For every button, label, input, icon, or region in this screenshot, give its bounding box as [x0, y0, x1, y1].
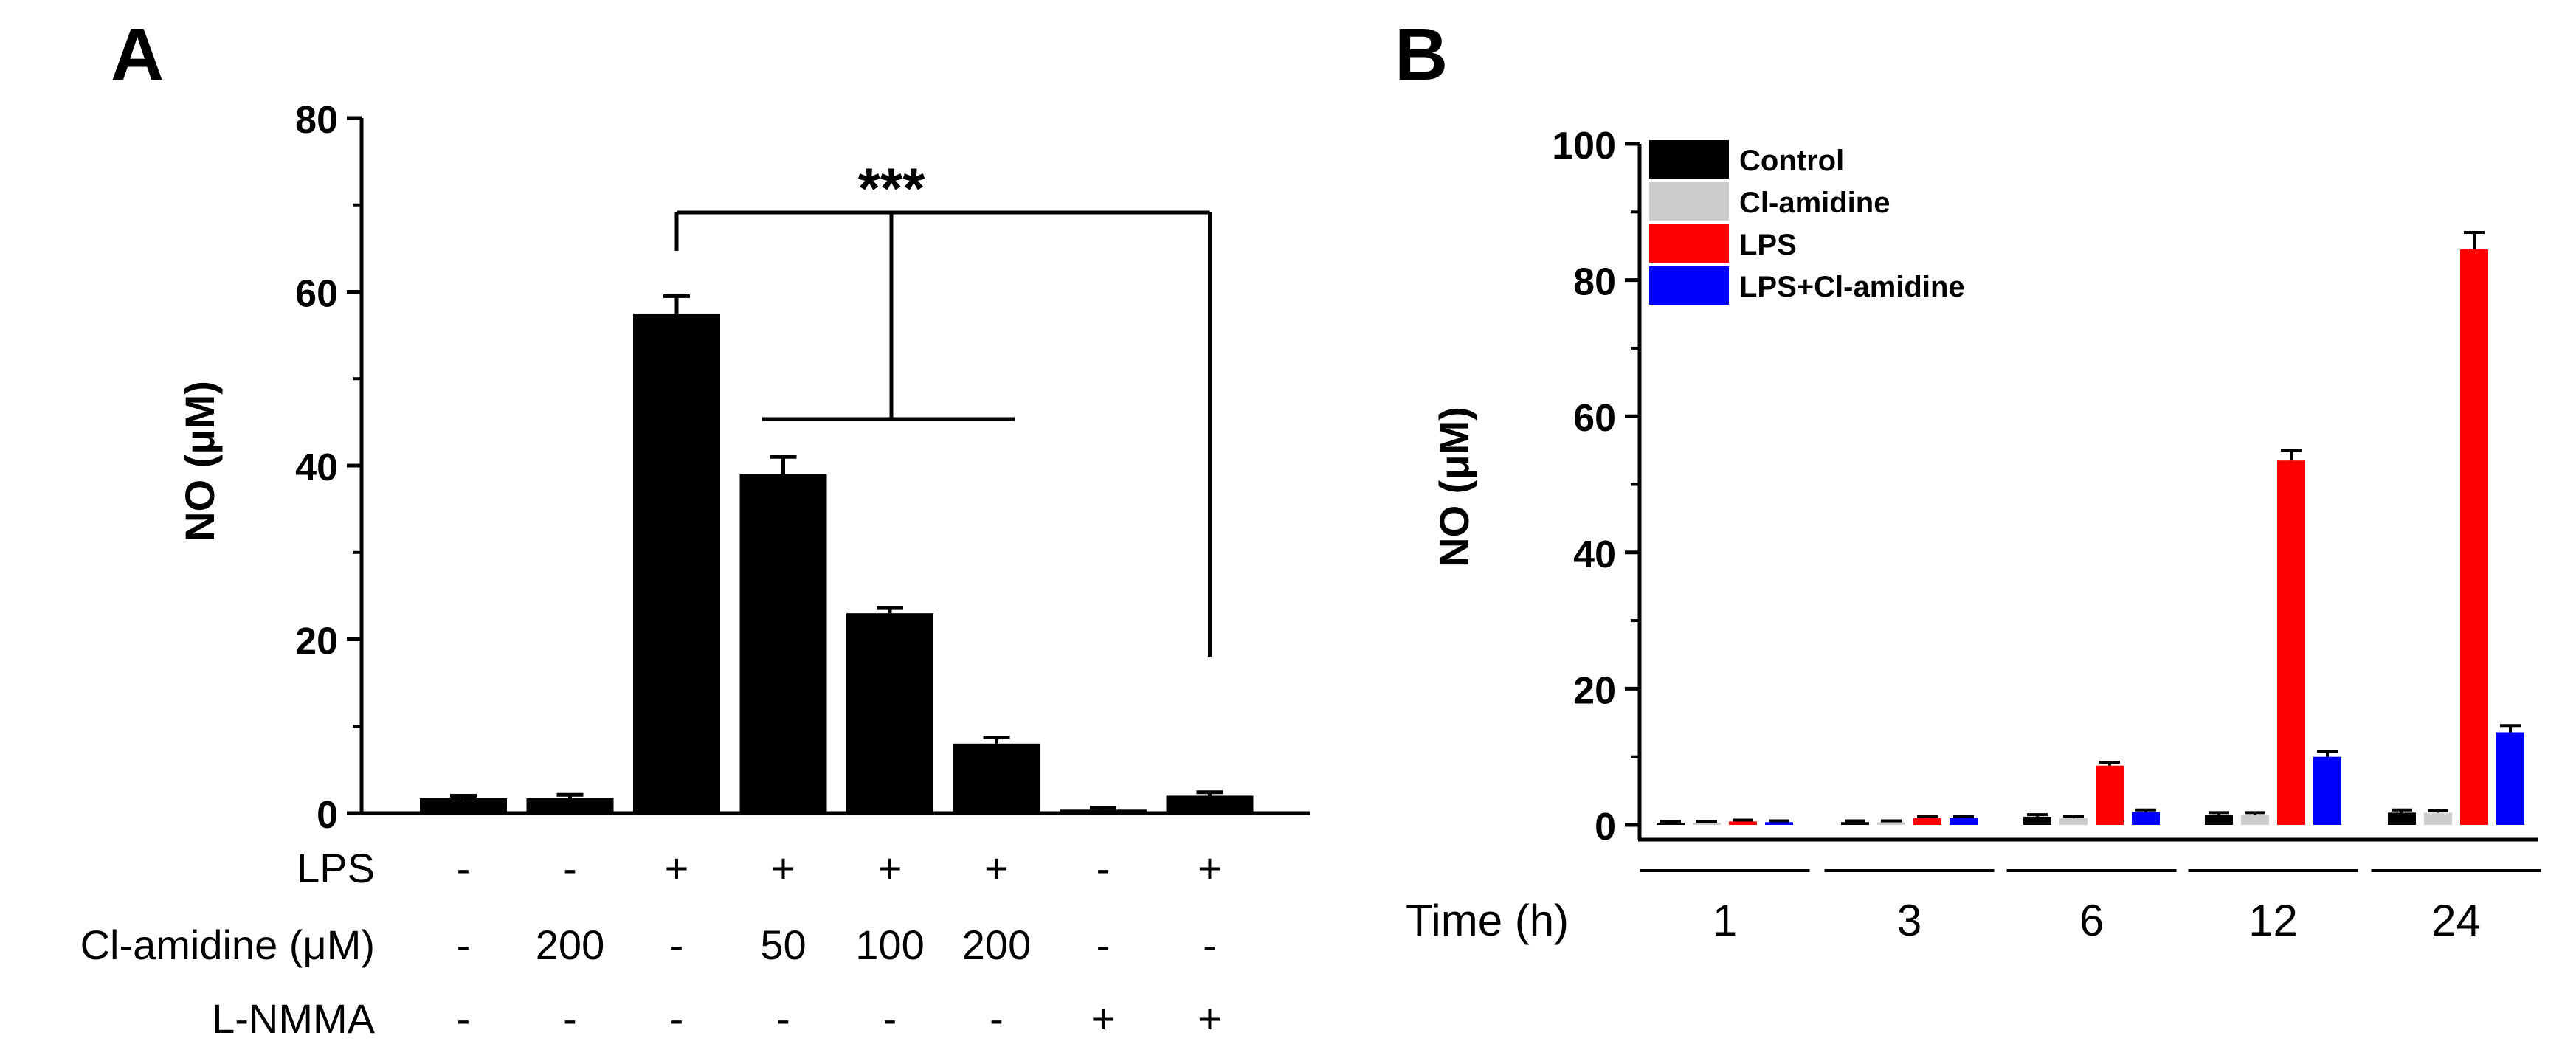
panel-a-condition-cell: - [457, 922, 471, 968]
panel-a-condition-cell: 200 [536, 922, 604, 968]
panel-a-condition-cell: - [457, 845, 471, 891]
panel-a-bar [1166, 795, 1254, 813]
panel-b-legend-swatch [1649, 266, 1729, 305]
panel-b-category-label: 6 [2079, 896, 2104, 945]
panel-b-bar [2096, 765, 2124, 825]
panel-b-category-label: 1 [1713, 896, 1737, 945]
panel-b-legend: Control Cl-amidine LPS LPS+Cl-amidine [1649, 140, 1965, 305]
panel-a: A NO (μM) 0 20 40 60 80 *** LPS - - + + + + - + Cl-am… [80, 13, 1310, 1042]
panel-a-y-tick-label: 20 [295, 621, 338, 663]
panel-a-condition-cell: + [1091, 995, 1116, 1042]
panel-a-condition-cell: - [1097, 845, 1111, 891]
panel-a-condition-cell: 50 [760, 922, 806, 968]
panel-a-condition-cell: - [776, 995, 790, 1042]
panel-a-condition-cell: - [670, 995, 684, 1042]
panel-a-condition-cell: + [1198, 995, 1222, 1042]
panel-b-x-axis-label: Time (h) [1406, 896, 1569, 945]
panel-a-condition-cell: 200 [962, 922, 1031, 968]
panel-a-bars [420, 294, 1254, 813]
panel-a-condition-table: LPS - - + + + + - + Cl-amidine (μM) - 200 - 50 100 200 -… [80, 845, 1222, 1042]
panel-b-bar [1913, 818, 1941, 825]
panel-a-condition-cell: + [665, 845, 689, 891]
panel-b-bar [2388, 812, 2416, 825]
panel-b-label: B [1395, 13, 1448, 96]
panel-a-axes: 0 20 40 60 80 [295, 99, 1310, 837]
panel-b-bar [2132, 812, 2160, 825]
panel-a-condition-cell: - [883, 995, 897, 1042]
panel-b-bars [1657, 230, 2524, 825]
panel-b-bar [2059, 818, 2088, 825]
panel-b-y-axis-label: NO (μM) [1431, 407, 1477, 567]
panel-a-condition-cell: - [563, 845, 577, 891]
panel-b-y-tick-label: 20 [1573, 669, 1616, 712]
panel-b-bar [2460, 249, 2488, 825]
panel-b-bar [1765, 822, 1793, 825]
panel-a-bar [1060, 809, 1147, 813]
panel-b-legend-label: Cl-amidine [1739, 187, 1890, 219]
panel-a-condition-cell: + [878, 845, 902, 891]
panel-b-bar [2313, 756, 2341, 825]
panel-a-bar [526, 798, 614, 813]
panel-a-y-tick-label: 80 [295, 99, 338, 142]
panel-b-legend-label: Control [1739, 145, 1844, 177]
panel-b-bar [1729, 821, 1757, 825]
panel-a-condition-row-label: LPS [297, 845, 375, 891]
panel-b-bar [2424, 812, 2452, 825]
panel-b-bar [1693, 823, 1721, 825]
panel-b-bar [1950, 818, 1978, 825]
panel-b-axes: 0 20 40 60 80 100 [1552, 125, 2538, 849]
panel-a-condition-cell: + [984, 845, 1009, 891]
panel-b-bar [2023, 816, 2051, 825]
panel-b-y-tick-label: 100 [1552, 125, 1616, 167]
panel-a-y-axis-label: NO (μM) [176, 381, 223, 542]
panel-a-y-tick-label: 60 [295, 273, 338, 316]
panel-b-category-label: 24 [2431, 896, 2481, 945]
panel-a-condition-cell: + [1198, 845, 1222, 891]
panel-a-label: A [111, 13, 164, 96]
panel-b-y-tick-label: 80 [1573, 261, 1616, 304]
panel-a-condition-cell: - [457, 995, 471, 1042]
panel-a-bar [420, 798, 507, 813]
panel-b-legend-label: LPS+Cl-amidine [1739, 271, 1965, 303]
panel-a-y-tick-label: 40 [295, 446, 338, 489]
panel-a-bar [739, 474, 827, 813]
panel-b-legend-swatch [1649, 140, 1729, 179]
panel-a-bar [633, 313, 720, 813]
panel-b-category-label: 3 [1897, 896, 1921, 945]
panel-a-condition-cell: - [1203, 922, 1217, 968]
panel-a-condition-cell: - [563, 995, 577, 1042]
panel-b-time-groups: 1 3 6 12 24 [1640, 869, 2541, 945]
panel-b-legend-swatch [1649, 182, 1729, 221]
panel-b-bar [2205, 815, 2233, 825]
panel-a-significance-bracket: *** [674, 156, 1212, 657]
panel-b-y-tick-label: 60 [1573, 397, 1616, 440]
panel-b-bar [2496, 732, 2524, 825]
panel-a-condition-row-label: Cl-amidine (μM) [80, 922, 375, 968]
panel-b-bar [1657, 823, 1685, 825]
panel-b-legend-label: LPS [1739, 229, 1797, 261]
panel-b-y-tick-label: 0 [1595, 806, 1616, 849]
panel-a-significance-label: *** [857, 156, 925, 221]
panel-a-y-tick-label: 0 [317, 794, 338, 837]
panel-b-category-label: 12 [2248, 896, 2298, 945]
panel-a-bar [846, 613, 933, 813]
panel-a-condition-cell: - [990, 995, 1004, 1042]
panel-b-legend-swatch [1649, 224, 1729, 263]
panel-a-condition-cell: - [1097, 922, 1111, 968]
panel-a-condition-cell: 100 [855, 922, 924, 968]
panel-b-bar [2241, 815, 2269, 825]
panel-b-bar [1877, 822, 1905, 825]
panel-a-condition-cell: + [771, 845, 795, 891]
panel-b-bar [1841, 822, 1869, 825]
panel-b-y-tick-label: 40 [1573, 533, 1616, 576]
panel-a-condition-row-label: L-NMMA [212, 995, 376, 1042]
panel-b-bar [2277, 460, 2305, 825]
panel-a-condition-cell: - [670, 922, 684, 968]
panel-a-bar [953, 743, 1040, 813]
